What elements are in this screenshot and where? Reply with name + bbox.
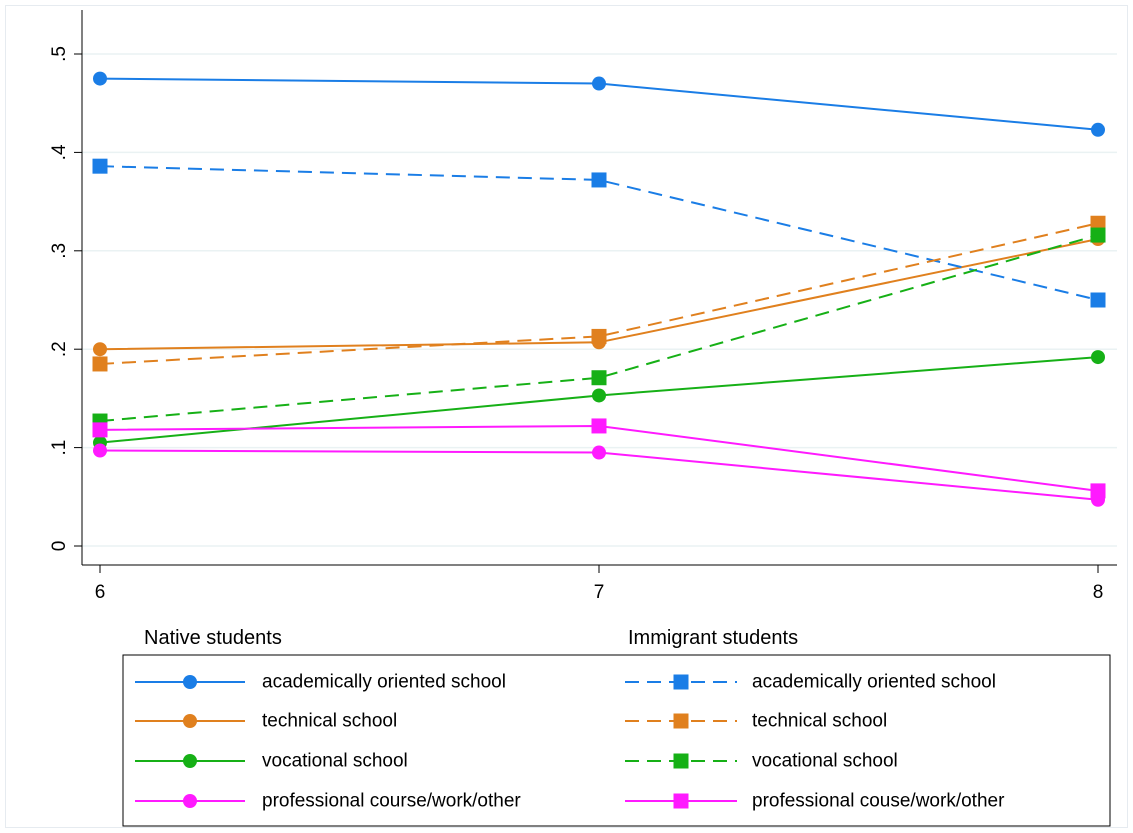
data-point: [592, 329, 607, 344]
y-tick-label: 0: [49, 541, 70, 552]
y-tick-label: .4: [49, 144, 70, 160]
grid-layer: [82, 10, 1117, 565]
data-point: [674, 714, 689, 729]
y-tick-label: .5: [49, 46, 70, 62]
data-point: [183, 675, 197, 689]
legend-label: professional couse/work/other: [752, 791, 1005, 812]
data-point: [592, 446, 606, 460]
legend-layer: Native students Immigrant students academi…: [123, 627, 1110, 826]
data-point: [592, 370, 607, 385]
data-point: [183, 794, 197, 808]
legend-group-title: Native students: [144, 627, 282, 649]
legend-label: professional course/work/other: [262, 791, 521, 812]
data-point: [93, 159, 108, 174]
legend-label: vocational school: [262, 751, 408, 772]
data-point: [93, 72, 107, 86]
y-tick-label: .1: [49, 440, 70, 456]
data-point: [93, 342, 107, 356]
data-point: [592, 77, 606, 91]
data-point: [1091, 123, 1105, 137]
data-point: [93, 422, 108, 437]
data-point: [592, 388, 606, 402]
x-tick-label: 6: [95, 582, 106, 603]
y-tick-label: .3: [49, 243, 70, 259]
legend-item: academically oriented school: [625, 672, 996, 693]
legend-label: technical school: [262, 711, 397, 732]
data-point: [674, 675, 689, 690]
x-tick-label: 7: [594, 582, 605, 603]
data-point: [93, 356, 108, 371]
x-tick-label: 8: [1093, 582, 1104, 603]
data-point: [592, 172, 607, 187]
legend-group-title: Immigrant students: [628, 627, 798, 649]
data-point: [1091, 483, 1106, 498]
data-point: [592, 418, 607, 433]
legend-label: vocational school: [752, 751, 898, 772]
legend-label: academically oriented school: [752, 672, 996, 693]
data-point: [674, 794, 689, 809]
data-point: [1091, 293, 1106, 308]
legend-label: technical school: [752, 711, 887, 732]
legend-label: academically oriented school: [262, 672, 506, 693]
data-point: [1091, 350, 1105, 364]
data-point: [183, 714, 197, 728]
plot-area: [82, 10, 1117, 565]
y-tick-label: .2: [49, 341, 70, 357]
data-point: [1091, 228, 1106, 243]
data-point: [674, 754, 689, 769]
data-point: [93, 444, 107, 458]
data-point: [183, 754, 197, 768]
legend-item: professional couse/work/other: [625, 791, 1005, 812]
